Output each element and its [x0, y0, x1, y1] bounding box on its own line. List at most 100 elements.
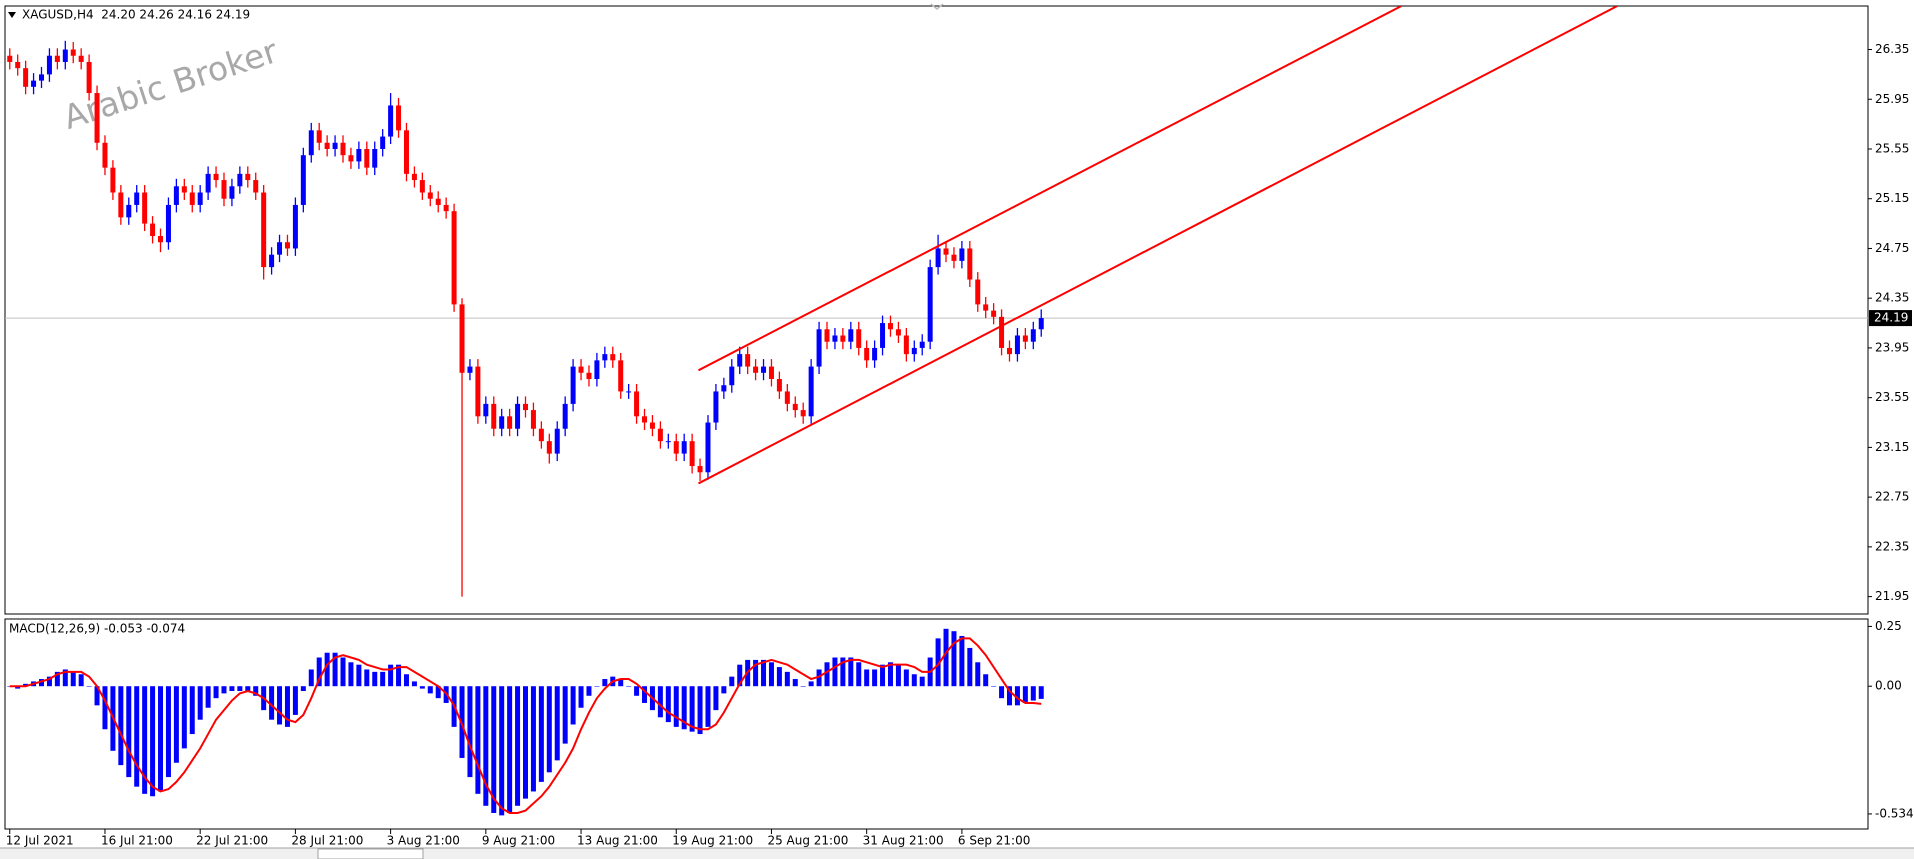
candle-body [467, 366, 473, 373]
macd-bar [515, 686, 521, 806]
candle-body [356, 148, 362, 162]
menu-arrow[interactable] [8, 12, 16, 18]
y-tick-label: 0.00 [1875, 679, 1902, 693]
macd-bar [483, 686, 489, 806]
candle-body [435, 198, 441, 205]
macd-bar [999, 686, 1005, 699]
x-tick-label: 25 Aug 21:00 [767, 834, 848, 848]
macd-bar [911, 674, 917, 687]
macd-bar [681, 686, 687, 730]
macd-bar [102, 686, 108, 730]
macd-bar [721, 686, 727, 694]
macd-bar [467, 686, 473, 778]
candle-body [46, 55, 52, 75]
candle-body [31, 80, 37, 87]
main-panel-frame [4, 5, 1869, 615]
macd-bar [427, 686, 433, 694]
macd-bar [269, 686, 275, 720]
candle-body [1022, 335, 1028, 342]
y-tick-label: 23.15 [1875, 440, 1909, 454]
macd-bar [634, 686, 640, 696]
macd-bar [396, 664, 402, 687]
macd-bar [181, 686, 187, 749]
candle-body [427, 192, 433, 199]
candle-body [269, 254, 275, 268]
macd-bar [705, 686, 711, 727]
candle-body [197, 192, 203, 205]
candle-body [642, 416, 648, 423]
macd-bar [284, 686, 290, 727]
macd-bar [316, 657, 322, 687]
macd-bar [689, 686, 695, 732]
candle-body [94, 93, 100, 143]
candle-body [403, 130, 409, 174]
candle-body [991, 310, 997, 317]
candle-body [308, 130, 314, 156]
candle-body [221, 180, 227, 199]
y-tick-label: 22.35 [1875, 539, 1909, 553]
candle-body [229, 186, 235, 199]
macd-bar [86, 686, 92, 687]
macd-bar [229, 686, 235, 691]
candle-body [86, 61, 92, 94]
macd-bar [840, 657, 846, 687]
macd-bar [856, 662, 862, 687]
macd-bar [697, 686, 703, 735]
candle-body [522, 403, 528, 411]
candle-body [181, 186, 187, 193]
macd-bar [991, 686, 997, 687]
macd-bar [784, 671, 790, 687]
x-tick-label: 19 Aug 21:00 [672, 834, 753, 848]
candle-body [681, 441, 687, 454]
candle-body [284, 242, 290, 249]
candle-body [657, 428, 663, 442]
macd-bar [673, 686, 679, 727]
candle-body [213, 173, 219, 181]
macd-bar [1038, 686, 1044, 699]
candle-body [245, 173, 251, 181]
candle-body [292, 204, 298, 249]
macd-bar [380, 671, 386, 687]
macd-bar [23, 683, 29, 687]
candle-body [459, 304, 465, 373]
x-tick-label: 9 Aug 21:00 [482, 834, 555, 848]
candle-body [578, 366, 584, 373]
candle-body [38, 74, 44, 81]
active-tab[interactable] [317, 848, 424, 859]
macd-bar [38, 679, 44, 687]
candle-body [316, 130, 322, 143]
y-tick-label: 21.95 [1875, 589, 1909, 603]
candle-body [150, 223, 156, 237]
candle-body [277, 242, 283, 255]
macd-bar [864, 669, 870, 687]
candle-body [967, 248, 973, 280]
macd-bar [959, 635, 965, 687]
macd-bar [824, 662, 830, 687]
y-tick-label: 25.95 [1875, 92, 1909, 106]
macd-bar [729, 676, 735, 687]
candle-body [118, 192, 124, 218]
y-tick-label: -0.534 [1875, 806, 1914, 820]
candle-body [451, 211, 457, 305]
macd-bar [507, 686, 513, 813]
macd-bar [388, 664, 394, 687]
macd-bar [1014, 686, 1020, 706]
candle-body [665, 441, 671, 443]
macd-bar [530, 686, 536, 792]
candle-body [475, 366, 481, 417]
macd-bar [475, 686, 481, 794]
macd-bar [348, 662, 354, 687]
macd-bar [951, 631, 957, 687]
candle-body [761, 366, 767, 373]
macd-bar [411, 681, 417, 687]
candle-body [158, 236, 164, 243]
candle-body [824, 329, 830, 342]
candle-body [887, 323, 893, 330]
candle-body [840, 335, 846, 342]
macd-bar [967, 647, 973, 687]
macd-bar [808, 681, 814, 687]
macd-bar [499, 686, 505, 816]
y-tick-label: 25.15 [1875, 191, 1909, 205]
